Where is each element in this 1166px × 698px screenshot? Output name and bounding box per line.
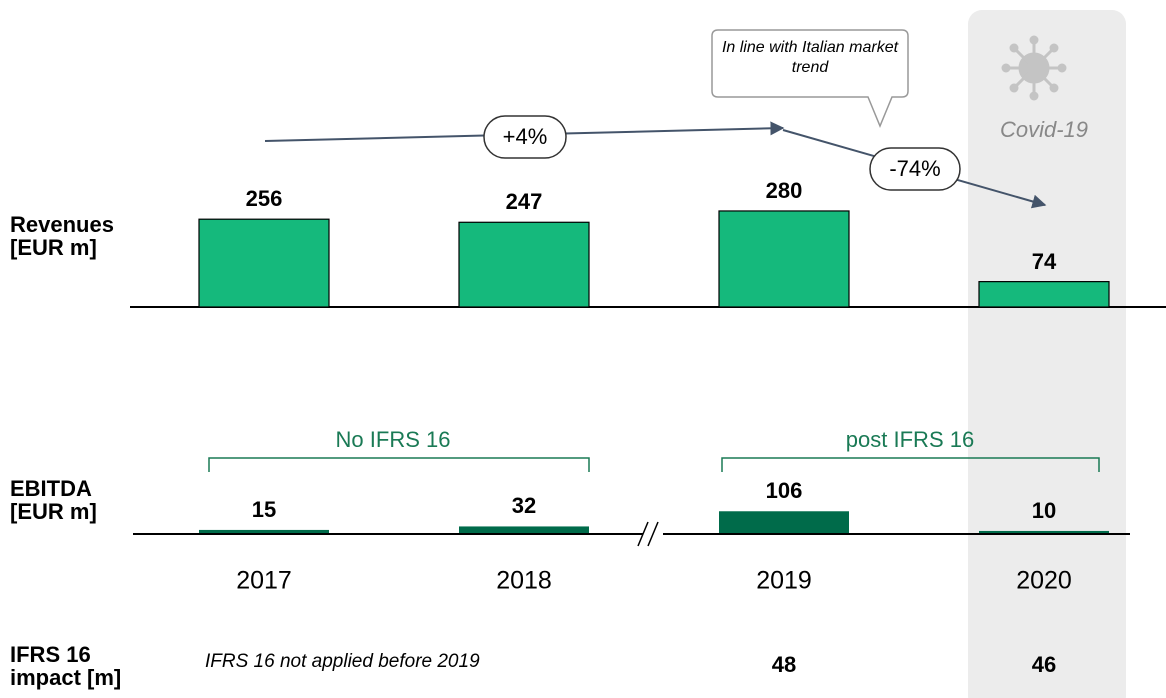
row-label: Revenues [EUR m]	[10, 212, 114, 260]
value-label: 10	[1031, 497, 1057, 523]
row-label: IFRS 16 impact [m]	[10, 642, 122, 690]
bar	[198, 218, 330, 308]
period-bracket	[208, 457, 590, 472]
ifrs-note: IFRS 16 not applied before 2019	[205, 651, 480, 672]
ifrs-value: 48	[771, 652, 797, 677]
callout-box	[711, 29, 909, 128]
covid-band	[968, 10, 1126, 698]
value-label: 106	[765, 478, 803, 504]
bar	[199, 529, 329, 533]
value-label: 256	[245, 186, 283, 212]
bar	[718, 210, 850, 308]
axis-break	[637, 521, 649, 547]
value-label: 74	[1031, 248, 1057, 274]
bar	[458, 221, 590, 308]
virus-icon	[1001, 35, 1067, 101]
callout-text: In line with Italian market trend	[721, 39, 899, 76]
period-label: No IFRS 16	[335, 427, 451, 452]
axis-break	[647, 521, 659, 547]
x-tick-label: 2017	[236, 566, 292, 595]
growth-label: -74%	[889, 156, 941, 181]
bar	[979, 530, 1109, 533]
growth-label: +4%	[502, 124, 548, 149]
period-bracket	[721, 457, 1100, 472]
bar	[459, 526, 589, 533]
bar	[719, 511, 849, 533]
bar	[978, 281, 1110, 308]
value-label: 15	[251, 496, 277, 522]
row-label: EBITDA [EUR m]	[10, 476, 97, 524]
x-tick-label: 2020	[1016, 566, 1072, 595]
x-tick-label: 2019	[756, 566, 812, 595]
value-label: 32	[511, 493, 537, 519]
growth-pill	[869, 147, 961, 191]
period-label: post IFRS 16	[845, 427, 975, 452]
value-label: 247	[505, 189, 543, 215]
x-tick-label: 2018	[496, 566, 552, 595]
covid-label: Covid-19	[999, 117, 1089, 142]
value-label: 280	[765, 177, 803, 203]
growth-pill	[483, 115, 567, 159]
ifrs-value: 46	[1031, 652, 1057, 677]
